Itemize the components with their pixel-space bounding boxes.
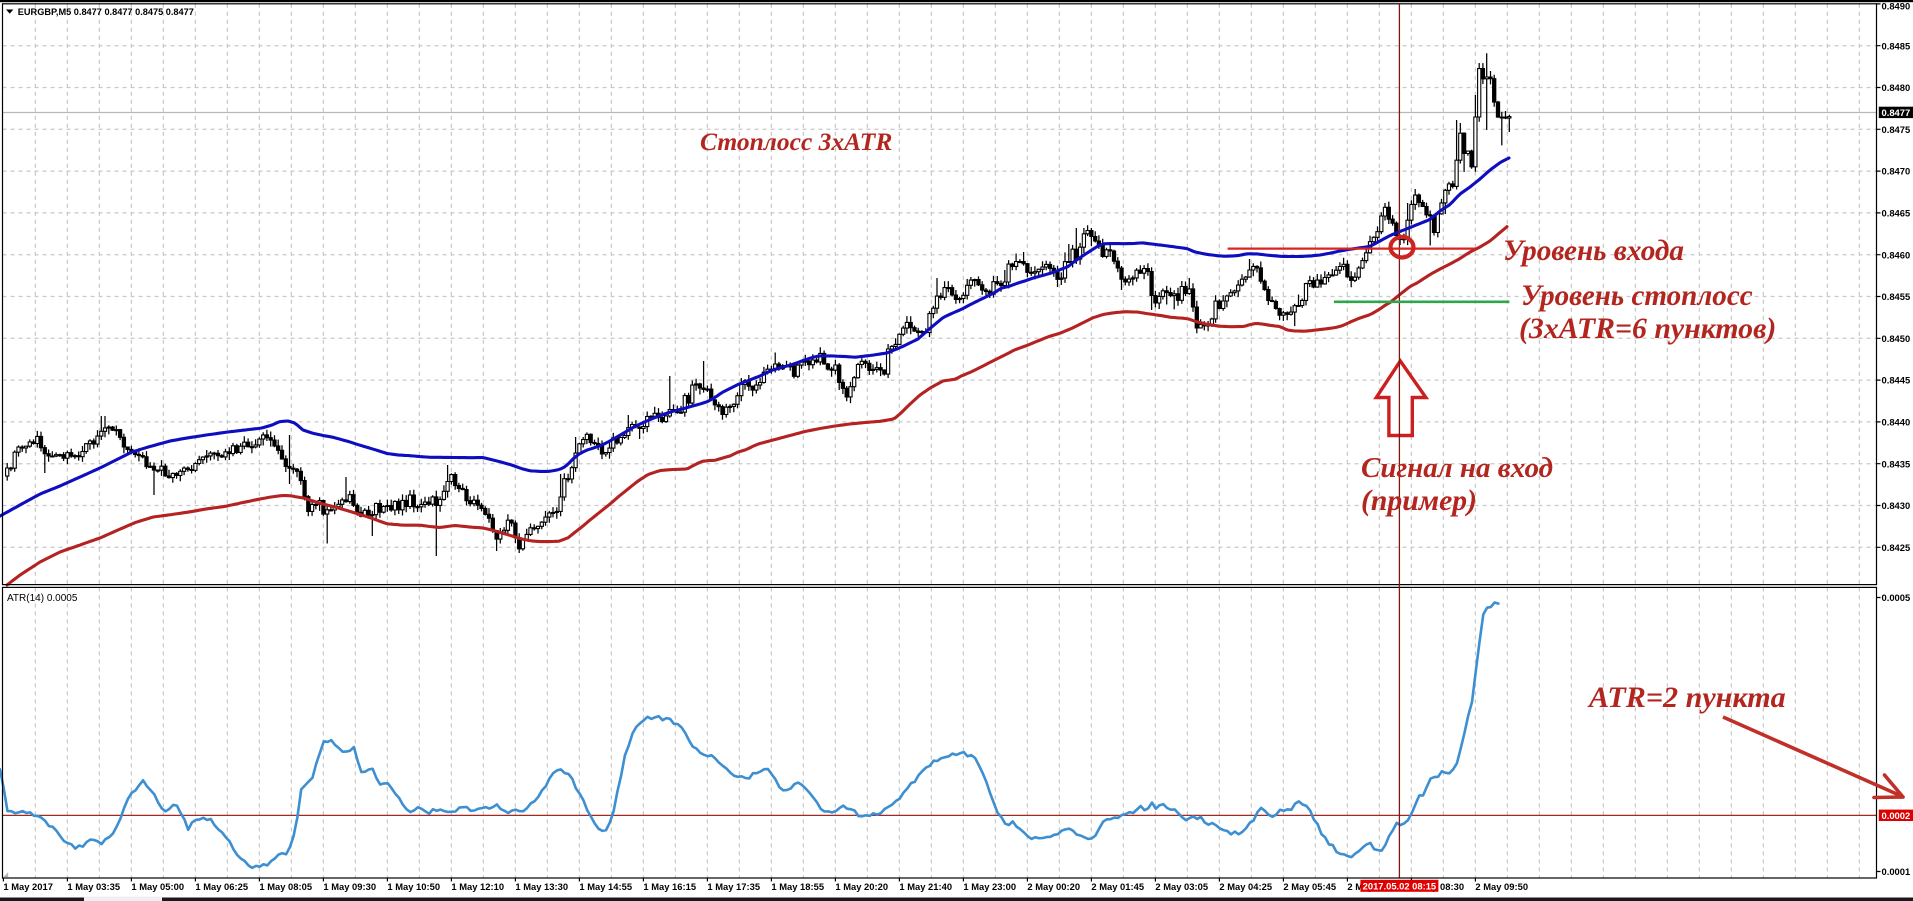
- svg-text:1 May 20:20: 1 May 20:20: [835, 881, 888, 892]
- svg-text:0.0002: 0.0002: [1882, 810, 1911, 821]
- svg-text:EURGBP,M5 0.8477 0.8477 0.847: EURGBP,M5 0.8477 0.8477 0.8475 0.8477: [18, 7, 194, 17]
- svg-text:2 May 09:50: 2 May 09:50: [1475, 881, 1528, 892]
- svg-text:2 May 05:45: 2 May 05:45: [1283, 881, 1336, 892]
- svg-text:0.8460: 0.8460: [1882, 249, 1911, 260]
- svg-text:ATR=2 пункта: ATR=2 пункта: [1587, 680, 1786, 714]
- svg-text:0.8450: 0.8450: [1882, 333, 1911, 344]
- svg-text:1 May 12:10: 1 May 12:10: [451, 881, 504, 892]
- svg-text:1 May 2017: 1 May 2017: [3, 881, 53, 892]
- svg-text:1 May 16:15: 1 May 16:15: [643, 881, 696, 892]
- svg-text:2 May 04:25: 2 May 04:25: [1219, 881, 1272, 892]
- svg-text:1 May 23:00: 1 May 23:00: [963, 881, 1016, 892]
- svg-text:1 May 09:30: 1 May 09:30: [323, 881, 376, 892]
- svg-text:1 May 10:50: 1 May 10:50: [387, 881, 440, 892]
- svg-text:1 May 17:35: 1 May 17:35: [707, 881, 760, 892]
- svg-text:0.8477: 0.8477: [1882, 107, 1911, 118]
- svg-text:2017.05.02 08:15: 2017.05.02 08:15: [1363, 881, 1437, 892]
- svg-text:(3xATR=6 пунктов): (3xATR=6 пунктов): [1519, 312, 1776, 345]
- svg-text:0.8445: 0.8445: [1882, 375, 1911, 386]
- svg-text:1 May 18:55: 1 May 18:55: [771, 881, 824, 892]
- svg-text:2 May 03:05: 2 May 03:05: [1155, 881, 1208, 892]
- svg-text:2 May 00:20: 2 May 00:20: [1027, 881, 1080, 892]
- svg-text:1 May 13:30: 1 May 13:30: [515, 881, 568, 892]
- svg-text:1 May 14:55: 1 May 14:55: [579, 881, 632, 892]
- svg-text:0.8440: 0.8440: [1882, 417, 1911, 428]
- svg-text:0.8470: 0.8470: [1882, 166, 1911, 177]
- svg-text:0.8465: 0.8465: [1882, 208, 1911, 219]
- svg-text:(пример): (пример): [1361, 485, 1477, 517]
- svg-text:2 May 01:45: 2 May 01:45: [1091, 881, 1144, 892]
- svg-text:1 May 08:05: 1 May 08:05: [259, 881, 312, 892]
- svg-text:0.0001: 0.0001: [1882, 866, 1911, 877]
- svg-text:0.0005: 0.0005: [1882, 592, 1911, 603]
- svg-text:Сигнал на вход: Сигнал на вход: [1361, 452, 1553, 484]
- svg-text:0.8425: 0.8425: [1882, 542, 1911, 553]
- svg-text:0.8490: 0.8490: [1882, 1, 1911, 12]
- svg-text:0.8475: 0.8475: [1882, 124, 1911, 135]
- svg-text:0.8485: 0.8485: [1882, 40, 1911, 51]
- svg-text:0.8430: 0.8430: [1882, 500, 1911, 511]
- svg-text:1 May 06:25: 1 May 06:25: [195, 881, 248, 892]
- svg-text:Уровень входа: Уровень входа: [1503, 235, 1684, 267]
- svg-text:ATR(14) 0.0005: ATR(14) 0.0005: [7, 593, 78, 604]
- svg-text:1 May 21:40: 1 May 21:40: [899, 881, 952, 892]
- svg-text:0.8435: 0.8435: [1882, 458, 1911, 469]
- svg-text:1 May 03:35: 1 May 03:35: [67, 881, 120, 892]
- svg-text:0.8480: 0.8480: [1882, 82, 1911, 93]
- svg-text:Уровень стоплосс: Уровень стоплосс: [1521, 280, 1753, 312]
- svg-text:1 May 05:00: 1 May 05:00: [131, 881, 184, 892]
- svg-text:Стоплосс 3xATR: Стоплосс 3xATR: [700, 127, 892, 156]
- svg-text:0.8455: 0.8455: [1882, 291, 1911, 302]
